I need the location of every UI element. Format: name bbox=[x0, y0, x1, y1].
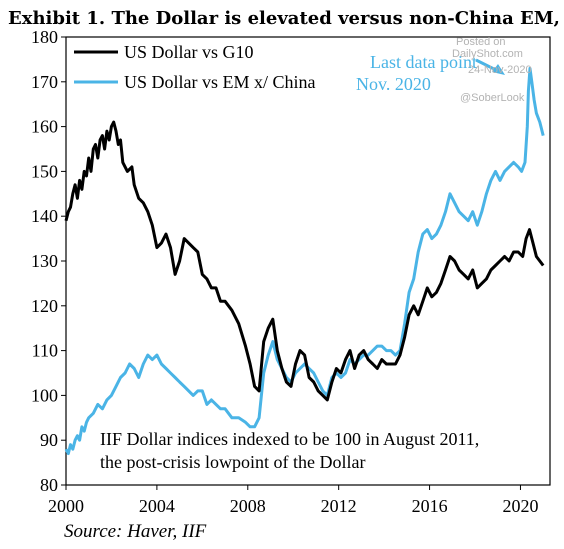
annotation-arrow-head bbox=[492, 64, 505, 75]
series-layer bbox=[64, 66, 545, 456]
x-tick-label: 2008 bbox=[230, 496, 266, 516]
note-line-2: the post-crisis lowpoint of the Dollar bbox=[100, 452, 365, 472]
x-tick-label: 2020 bbox=[502, 496, 538, 516]
legend-label-g10: US Dollar vs G10 bbox=[124, 42, 254, 62]
legend-label-em: US Dollar vs EM x/ China bbox=[124, 72, 316, 92]
annotation-date: Nov. 2020 bbox=[356, 74, 431, 94]
y-tick-label: 110 bbox=[32, 341, 58, 361]
y-tick-label: 90 bbox=[40, 430, 58, 450]
watermark-handle: @SoberLook bbox=[460, 92, 525, 104]
chart-title: Exhibit 1. The Dollar is elevated versus… bbox=[8, 8, 564, 29]
legend: US Dollar vs G10 US Dollar vs EM x/ Chin… bbox=[74, 42, 316, 92]
x-axis: 2000 2004 2008 2012 2016 2020 bbox=[48, 485, 538, 516]
y-tick-label: 100 bbox=[31, 385, 58, 405]
annotation-last-data-point: Last data point bbox=[370, 52, 477, 72]
y-tick-label: 130 bbox=[31, 251, 58, 271]
y-tick-label: 180 bbox=[31, 27, 58, 47]
x-tick-label: 2012 bbox=[321, 496, 357, 516]
x-tick-label: 2004 bbox=[139, 496, 175, 516]
source-note: Source: Haver, IIF bbox=[64, 521, 207, 542]
plot-frame bbox=[65, 36, 551, 486]
x-tick-label: 2000 bbox=[48, 496, 84, 516]
series-line-us-dollar-vs-g10 bbox=[64, 120, 545, 402]
watermark-posted: Posted on bbox=[456, 36, 506, 48]
y-tick-label: 150 bbox=[31, 161, 58, 181]
watermark-site: DailyShot.com bbox=[452, 48, 523, 60]
y-tick-label: 140 bbox=[31, 206, 58, 226]
series-line-us-dollar-vs-em-ex-china bbox=[64, 66, 545, 456]
y-tick-label: 160 bbox=[31, 117, 58, 137]
y-tick-label: 120 bbox=[31, 296, 58, 316]
y-axis: 80 90 100 110 120 130 140 150 160 170 180 bbox=[31, 27, 66, 495]
note-line-1: IIF Dollar indices indexed to be 100 in … bbox=[100, 429, 479, 449]
y-tick-label: 170 bbox=[31, 72, 58, 92]
x-tick-label: 2016 bbox=[412, 496, 448, 516]
y-tick-label: 80 bbox=[40, 475, 58, 495]
watermark-date: 24-Nov-2020 bbox=[468, 64, 532, 76]
